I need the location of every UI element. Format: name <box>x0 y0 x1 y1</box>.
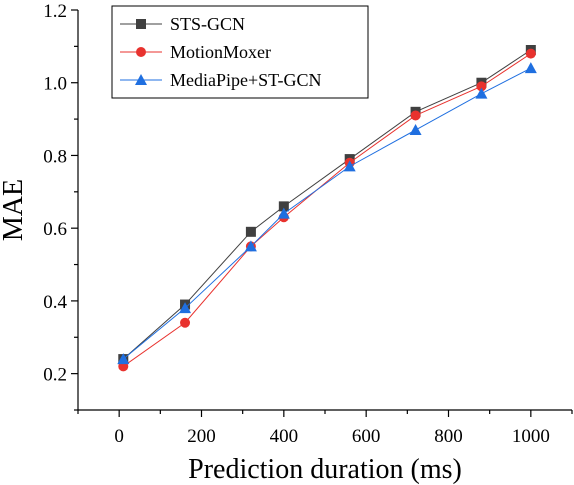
series-layer <box>117 45 537 372</box>
data-point <box>277 207 290 219</box>
x-tick-label: 0 <box>114 426 124 447</box>
data-point <box>410 110 421 121</box>
data-point <box>244 240 257 252</box>
y-tick-label: 1.0 <box>43 74 67 95</box>
legend-label: MotionMoxer <box>170 42 271 62</box>
data-point <box>245 226 256 237</box>
y-tick-label: 1.2 <box>43 1 67 22</box>
data-point <box>117 353 130 365</box>
data-point <box>475 87 488 99</box>
y-tick-label: 0.6 <box>43 219 67 240</box>
y-tick-label: 0.8 <box>43 146 67 167</box>
legend-entry: MediaPipe+ST-GCN <box>120 70 322 90</box>
legend: STS-GCN MotionMoxer MediaPipe+ST-GCN <box>111 5 369 99</box>
x-tick-label: 800 <box>434 426 463 447</box>
series-2 <box>117 62 537 365</box>
x-tick-label: 400 <box>270 426 299 447</box>
legend-label: MediaPipe+ST-GCN <box>170 70 322 90</box>
x-tick-label: 600 <box>352 426 381 447</box>
data-point <box>180 317 191 328</box>
x-tick-label: 200 <box>187 426 216 447</box>
data-point <box>343 160 356 172</box>
axes: 0 200 400 600 800 1000 0.2 0.4 0.6 0.8 1.0 1.2 <box>43 1 573 447</box>
x-tick-label: 1000 <box>512 426 550 447</box>
legend-marker <box>135 74 147 85</box>
series-line <box>122 49 532 360</box>
legend-marker <box>136 47 146 57</box>
legend-entry: STS-GCN <box>120 14 245 34</box>
series-line <box>122 67 532 360</box>
data-point <box>524 62 537 74</box>
legend-label: STS-GCN <box>170 14 245 34</box>
data-point <box>179 302 192 314</box>
y-tick-label: 0.4 <box>43 292 67 313</box>
legend-entry: MotionMoxer <box>120 42 271 62</box>
x-axis-title: Prediction duration (ms) <box>188 454 462 485</box>
data-point <box>476 81 487 92</box>
data-point <box>525 48 536 59</box>
data-point <box>278 201 289 212</box>
legend-marker <box>136 19 146 29</box>
data-point <box>409 124 422 135</box>
y-tick-label: 0.2 <box>43 365 67 386</box>
y-axis-title: MAE <box>0 179 29 241</box>
